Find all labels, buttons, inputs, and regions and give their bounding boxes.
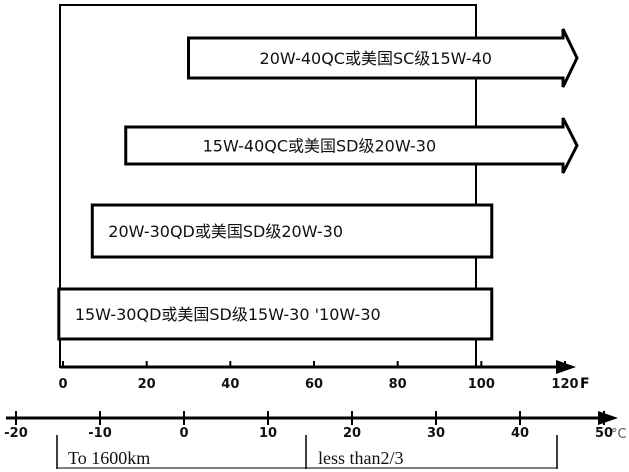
celsius-unit-label: °C — [611, 427, 627, 442]
celsius-tick-label: -20 — [4, 426, 28, 441]
grade-bar-arrow — [187, 28, 579, 88]
celsius-tick-label: 40 — [511, 426, 529, 441]
table-cell-ratio: less than2/3 — [318, 448, 404, 468]
celsius-tick-label: 50 — [595, 426, 613, 441]
fahrenheit-tick-label: 60 — [305, 377, 323, 392]
table-cell-distance: To 1600km — [68, 448, 151, 468]
footer-table — [56, 435, 558, 469]
fahrenheit-tick-label: 0 — [58, 377, 67, 392]
grade-bar-label: 20W-30QD或美国SD级20W-30 — [108, 222, 343, 241]
fahrenheit-tick-label: 100 — [468, 377, 495, 392]
celsius-tick-label: 30 — [427, 426, 445, 441]
grade-bar-label: 20W-40QC或美国SC级15W-40 — [260, 49, 492, 68]
fahrenheit-unit-label: F — [580, 376, 590, 392]
grade-bar-arrow — [124, 117, 579, 174]
grade-bar-box — [90, 203, 494, 259]
grade-bar: 15W-30QD或美国SD级15W-30 '10W-30 — [57, 287, 494, 341]
fahrenheit-tick-label: 80 — [389, 377, 407, 392]
fahrenheit-tick-label: 120 — [551, 377, 578, 392]
celsius-axis-arrow — [598, 411, 618, 425]
grade-bar-box — [57, 287, 494, 341]
celsius-tick-label: 20 — [343, 426, 361, 441]
celsius-axis: -20 -10 0 10 20 30 40 50 °C — [4, 411, 627, 442]
fahrenheit-axis: 0 20 40 60 80 100 120 F — [58, 360, 590, 392]
celsius-tick-label: 0 — [179, 426, 188, 441]
celsius-tick-label: 10 — [259, 426, 277, 441]
grade-bar: 20W-30QD或美国SD级20W-30 — [90, 203, 494, 259]
grade-bar: 20W-40QC或美国SC级15W-40 — [187, 28, 579, 88]
grade-bar: 15W-40QC或美国SD级20W-30 — [124, 117, 579, 174]
fahrenheit-tick-label: 20 — [138, 377, 156, 392]
grade-bar-label: 15W-30QD或美国SD级15W-30 '10W-30 — [75, 305, 381, 324]
fahrenheit-tick-label: 40 — [221, 377, 239, 392]
grade-bar-label: 15W-40QC或美国SD级20W-30 — [203, 137, 437, 156]
celsius-tick-label: -10 — [88, 426, 112, 441]
